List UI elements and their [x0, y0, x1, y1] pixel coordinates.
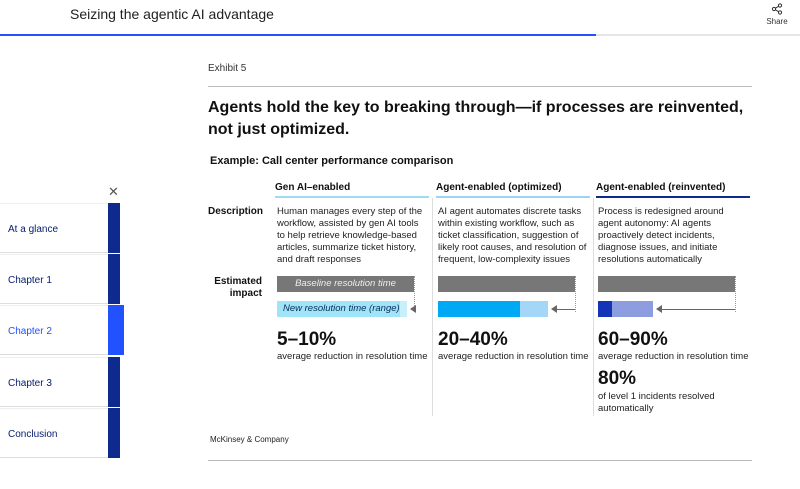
baseline-bar: Baseline resolution time	[277, 276, 414, 292]
column-divider	[432, 198, 433, 416]
column-description: AI agent automates discrete tasks within…	[438, 206, 587, 265]
new-time-bar-range	[520, 301, 548, 317]
reduction-arrow-icon	[410, 305, 417, 313]
reduction-stat-label: average reduction in resolution time	[438, 351, 589, 362]
share-icon	[771, 3, 783, 15]
secondary-stat-label: of level 1 incidents resolved automatica…	[598, 391, 715, 414]
exhibit-subtitle: Example: Call center performance compari…	[210, 155, 454, 167]
new-time-bar-label: New resolution time (range)	[283, 303, 400, 314]
exhibit-label: Exhibit 5	[208, 63, 247, 74]
reduction-stat-label: average reduction in resolution time	[598, 351, 749, 362]
sidebar-item-conclusion[interactable]: Conclusion	[0, 407, 108, 458]
new-time-bar-min	[598, 301, 612, 317]
reduction-stat: 5–10%	[277, 329, 337, 350]
sidebar-item-at-a-glance[interactable]: At a glance	[0, 203, 108, 253]
sidebar-item-marker	[108, 407, 120, 458]
new-time-bar-range	[400, 301, 408, 317]
share-label: Share	[766, 17, 788, 26]
reading-progress-fill	[0, 34, 596, 36]
baseline-bar-label: Baseline resolution time	[295, 278, 396, 289]
sidebar-item-marker	[108, 203, 120, 253]
row-label-description: Description	[208, 206, 264, 217]
reduction-stat: 20–40%	[438, 329, 508, 350]
baseline-end-marker	[735, 276, 736, 312]
reduction-stat: 60–90%	[598, 329, 668, 350]
close-icon[interactable]: ✕	[108, 184, 119, 199]
divider	[208, 86, 752, 87]
sidebar-item-chapter-2[interactable]: Chapter 2	[0, 305, 108, 356]
article-title: Seizing the agentic AI advantage	[70, 6, 274, 22]
sidebar-item-marker	[108, 254, 120, 305]
column-header: Agent-enabled (reinvented)	[596, 182, 750, 198]
new-time-bar-min	[277, 301, 401, 317]
reduction-stat-label: average reduction in resolution time	[277, 351, 428, 362]
reduction-arrow-icon	[550, 305, 557, 313]
baseline-bar	[598, 276, 735, 292]
baseline-bar	[438, 276, 575, 292]
column-header: Agent-enabled (optimized)	[436, 182, 590, 198]
sidebar-item-chapter-3[interactable]: Chapter 3	[0, 356, 108, 407]
secondary-stat: 80%	[598, 368, 637, 389]
new-time-bar-min	[438, 301, 521, 317]
reduction-arrow-line	[660, 309, 735, 310]
reduction-arrow-line	[555, 309, 575, 310]
column-description: Human manages every step of the workflow…	[277, 206, 423, 265]
divider	[208, 460, 752, 461]
sidebar-item-chapter-1[interactable]: Chapter 1	[0, 254, 108, 305]
source-label: McKinsey & Company	[210, 435, 289, 444]
reduction-arrow-icon	[655, 305, 662, 313]
column-divider	[593, 198, 594, 416]
column-description: Process is redesigned around agent auton…	[598, 206, 724, 265]
sidebar-item-marker	[108, 356, 120, 407]
row-label-impact: Estimated impact	[214, 276, 262, 299]
new-time-bar-range	[611, 301, 653, 317]
baseline-end-marker	[575, 276, 576, 312]
exhibit-title: Agents hold the key to breaking through—…	[208, 99, 744, 138]
column-header: Gen AI–enabled	[275, 182, 429, 198]
baseline-end-marker	[414, 276, 415, 312]
sidebar-item-marker	[108, 305, 124, 356]
share-button[interactable]: Share	[762, 3, 792, 26]
